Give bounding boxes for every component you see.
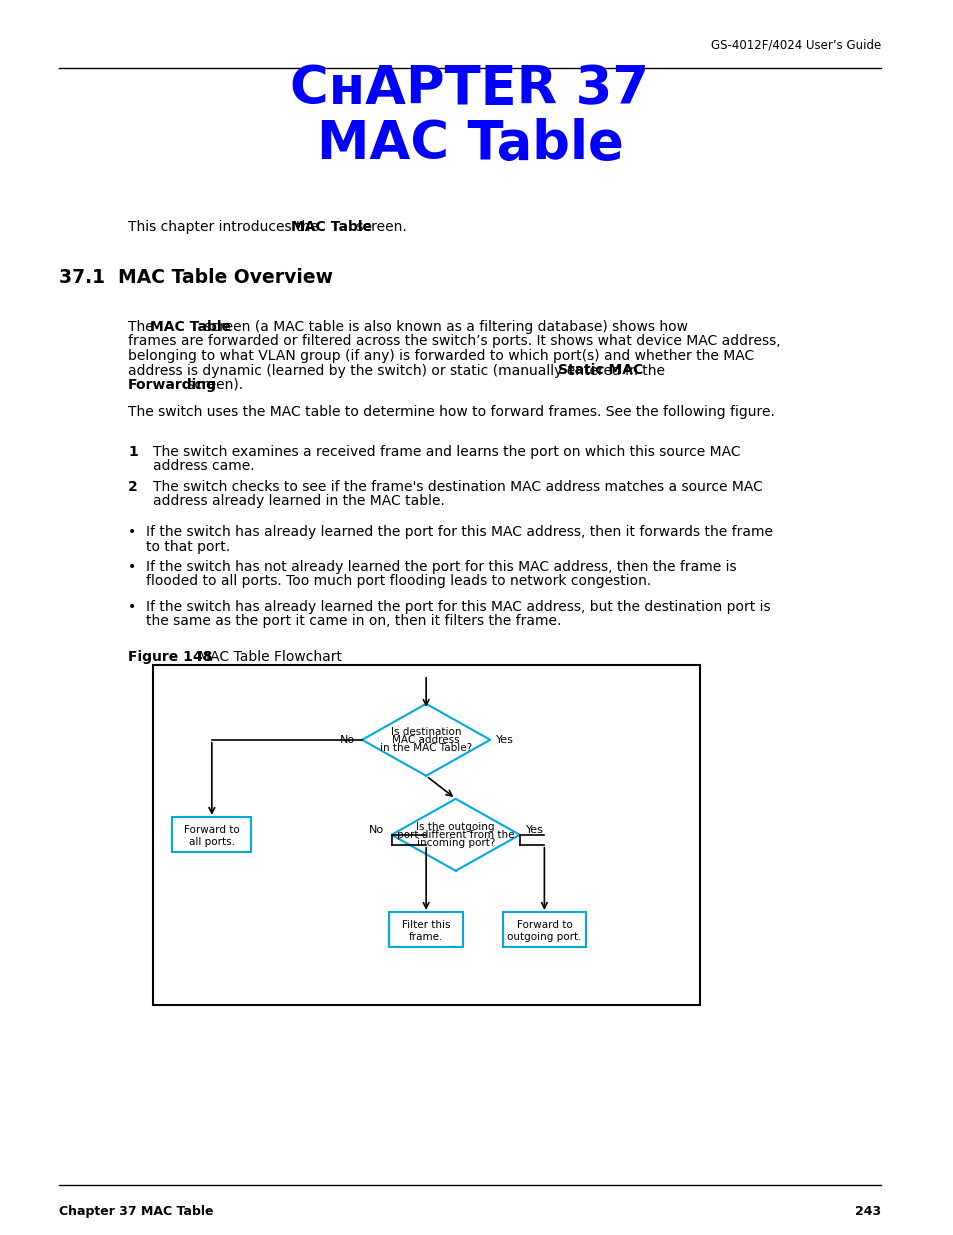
Text: address already learned in the MAC table.: address already learned in the MAC table… [152,494,444,509]
Text: 2: 2 [128,480,137,494]
Text: Is the outgoing: Is the outgoing [416,821,495,832]
Text: Chapter 37 MAC Table: Chapter 37 MAC Table [59,1205,213,1218]
Text: MAC Table: MAC Table [291,220,372,233]
Text: Yes: Yes [525,825,543,835]
Text: 243: 243 [854,1205,880,1218]
Text: Forward to: Forward to [184,825,239,835]
Text: incoming port?: incoming port? [416,837,495,847]
FancyBboxPatch shape [502,913,586,947]
Text: screen).: screen). [183,378,243,391]
Text: Forward to: Forward to [516,920,572,930]
Text: CʜAPTER 37: CʜAPTER 37 [290,63,649,115]
Text: flooded to all ports. Too much port flooding leads to network congestion.: flooded to all ports. Too much port floo… [146,574,650,589]
Text: frames are forwarded or filtered across the switch’s ports. It shows what device: frames are forwarded or filtered across … [128,335,780,348]
Text: •: • [128,525,136,538]
FancyBboxPatch shape [172,818,251,852]
Text: The switch uses the MAC table to determine how to forward frames. See the follow: The switch uses the MAC table to determi… [128,405,774,419]
Text: address came.: address came. [152,459,254,473]
Text: •: • [128,600,136,614]
Text: Figure 148: Figure 148 [128,650,213,664]
Text: port different from the: port different from the [396,830,514,840]
Text: belonging to what VLAN group (if any) is forwarded to which port(s) and whether : belonging to what VLAN group (if any) is… [128,350,754,363]
Text: If the switch has not already learned the port for this MAC address, then the fr: If the switch has not already learned th… [146,559,736,574]
Text: Filter this: Filter this [401,920,450,930]
Text: No: No [369,825,384,835]
Text: 1: 1 [128,445,137,459]
Text: MAC Table: MAC Table [150,320,231,333]
Text: Static MAC: Static MAC [558,363,643,378]
Text: If the switch has already learned the port for this MAC address, then it forward: If the switch has already learned the po… [146,525,772,538]
Text: to that port.: to that port. [146,540,230,553]
Text: The switch checks to see if the frame's destination MAC address matches a source: The switch checks to see if the frame's … [152,480,761,494]
Text: in the MAC Table?: in the MAC Table? [379,742,472,753]
Text: outgoing port.: outgoing port. [507,931,581,942]
FancyBboxPatch shape [389,913,462,947]
Text: all ports.: all ports. [189,837,234,847]
Text: Is destination: Is destination [391,727,461,737]
Text: GS-4012F/4024 User’s Guide: GS-4012F/4024 User’s Guide [710,40,880,52]
Text: the same as the port it came in on, then it filters the frame.: the same as the port it came in on, then… [146,615,560,629]
Text: 37.1  MAC Table Overview: 37.1 MAC Table Overview [59,268,333,287]
Text: MAC Table: MAC Table [316,119,622,170]
Text: •: • [128,559,136,574]
Text: MAC Table Flowchart: MAC Table Flowchart [185,650,342,664]
Text: screen (a MAC table is also known as a filtering database) shows how: screen (a MAC table is also known as a f… [199,320,687,333]
FancyBboxPatch shape [152,664,699,1005]
Text: frame.: frame. [409,931,443,942]
Text: No: No [339,735,355,745]
Text: The switch examines a received frame and learns the port on which this source MA: The switch examines a received frame and… [152,445,740,459]
Text: The: The [128,320,158,333]
Text: Yes: Yes [496,735,514,745]
Text: MAC address: MAC address [392,735,459,745]
Text: screen.: screen. [352,220,406,233]
Text: This chapter introduces the: This chapter introduces the [128,220,323,233]
Text: address is dynamic (learned by the switch) or static (manually entered in the: address is dynamic (learned by the switc… [128,363,669,378]
Text: If the switch has already learned the port for this MAC address, but the destina: If the switch has already learned the po… [146,600,770,614]
Text: Forwarding: Forwarding [128,378,217,391]
